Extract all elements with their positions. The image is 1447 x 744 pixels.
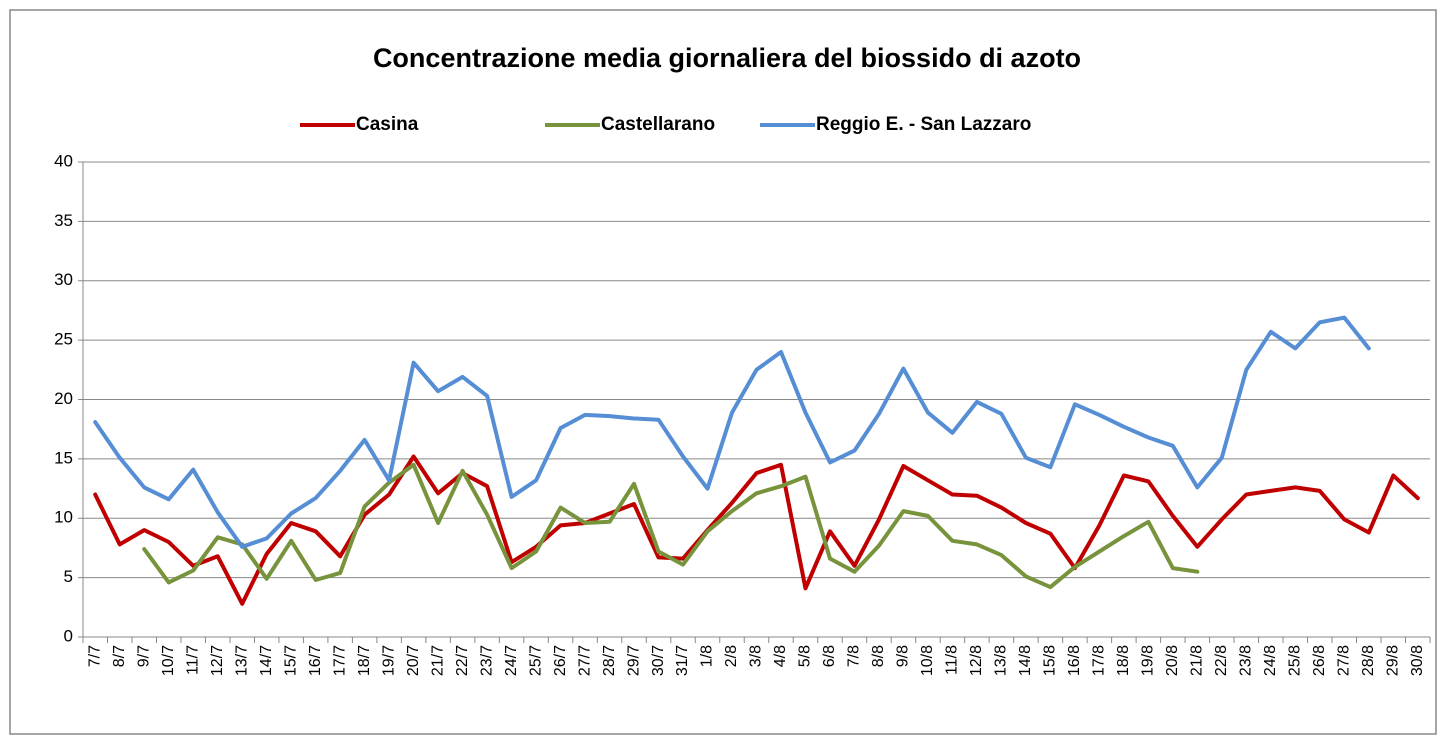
- x-tick-label: 7/8: [846, 645, 863, 667]
- x-tick-label: 8/7: [111, 645, 128, 667]
- x-tick-label: 15/8: [1042, 645, 1059, 676]
- x-tick-label: 4/8: [772, 645, 789, 667]
- chart-title: Concentrazione media giornaliera del bio…: [373, 43, 1081, 73]
- x-tick-label: 25/8: [1287, 645, 1304, 676]
- x-tick-label: 27/8: [1336, 645, 1353, 676]
- x-tick-label: 28/8: [1360, 645, 1377, 676]
- x-tick-label: 20/8: [1164, 645, 1181, 676]
- x-tick-label: 21/7: [429, 645, 446, 676]
- x-tick-label: 26/7: [552, 645, 569, 676]
- x-tick-label: 14/8: [1017, 645, 1034, 676]
- x-tick-label: 20/7: [405, 645, 422, 676]
- y-tick-label: 30: [54, 270, 73, 289]
- x-tick-label: 1/8: [699, 645, 716, 667]
- x-tick-label: 23/7: [478, 645, 495, 676]
- x-tick-label: 18/8: [1115, 645, 1132, 676]
- x-tick-label: 13/8: [993, 645, 1010, 676]
- x-tick-label: 29/7: [625, 645, 642, 676]
- x-tick-label: 23/8: [1238, 645, 1255, 676]
- x-tick-label: 10/7: [160, 645, 177, 676]
- x-tick-label: 3/8: [748, 645, 765, 667]
- x-tick-label: 16/8: [1066, 645, 1083, 676]
- x-tick-label: 17/7: [331, 645, 348, 676]
- y-tick-label: 35: [54, 211, 73, 230]
- x-tick-label: 9/7: [135, 645, 152, 667]
- x-tick-label: 31/7: [674, 645, 691, 676]
- x-tick-label: 24/8: [1262, 645, 1279, 676]
- x-tick-label: 16/7: [307, 645, 324, 676]
- y-tick-label: 0: [64, 626, 73, 645]
- legend-label: Casina: [356, 114, 419, 135]
- legend-label: Reggio E. - San Lazzaro: [816, 114, 1031, 135]
- x-tick-label: 12/8: [968, 645, 985, 676]
- x-tick-label: 22/8: [1213, 645, 1230, 676]
- x-tick-label: 30/8: [1409, 645, 1426, 676]
- x-tick-label: 17/8: [1091, 645, 1108, 676]
- x-tick-label: 2/8: [723, 645, 740, 667]
- x-tick-label: 13/7: [233, 645, 250, 676]
- y-tick-label: 5: [64, 567, 73, 586]
- chart-frame: [9, 9, 1437, 735]
- y-tick-label: 25: [54, 330, 73, 349]
- y-tick-label: 40: [54, 151, 73, 170]
- x-tick-label: 25/7: [527, 645, 544, 676]
- x-tick-label: 12/7: [209, 645, 226, 676]
- x-tick-label: 22/7: [454, 645, 471, 676]
- x-tick-label: 28/7: [601, 645, 618, 676]
- y-tick-label: 20: [54, 389, 73, 408]
- x-tick-label: 19/7: [380, 645, 397, 676]
- x-tick-label: 26/8: [1311, 645, 1328, 676]
- x-tick-label: 7/7: [86, 645, 103, 667]
- legend-label: Castellarano: [601, 114, 715, 135]
- x-tick-label: 9/8: [895, 645, 912, 667]
- series-line: [142, 462, 1200, 590]
- x-tick-label: 27/7: [576, 645, 593, 676]
- x-tick-label: 19/8: [1140, 645, 1157, 676]
- x-tick-label: 5/8: [797, 645, 814, 667]
- x-tick-label: 21/8: [1189, 645, 1206, 676]
- x-tick-label: 18/7: [356, 645, 373, 676]
- x-tick-label: 15/7: [282, 645, 299, 676]
- x-tick-label: 6/8: [821, 645, 838, 667]
- x-tick-label: 24/7: [503, 645, 520, 676]
- x-tick-label: 11/7: [184, 645, 201, 675]
- x-tick-label: 8/8: [870, 645, 887, 667]
- x-tick-label: 11/8: [944, 645, 961, 675]
- y-tick-label: 10: [54, 508, 73, 527]
- x-tick-label: 30/7: [650, 645, 667, 676]
- x-tick-label: 29/8: [1384, 645, 1401, 676]
- series-line: [93, 315, 1371, 549]
- x-tick-label: 10/8: [919, 645, 936, 676]
- y-tick-label: 15: [54, 448, 73, 467]
- x-tick-label: 14/7: [258, 645, 275, 676]
- series-line: [93, 454, 1420, 606]
